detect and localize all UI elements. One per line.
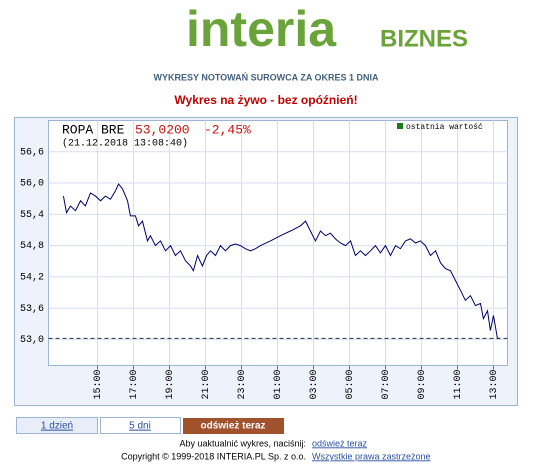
plot-area <box>48 120 508 366</box>
x-tick-label: 05:00 <box>345 370 356 400</box>
price: 53,0200 <box>135 122 190 137</box>
legend-label: ostatnia wartość <box>406 123 483 132</box>
y-tick-label: 53,6 <box>20 304 44 315</box>
refresh-button[interactable] <box>183 418 284 434</box>
rights-link[interactable]: Wszystkie prawa zastrzeżone <box>312 451 431 461</box>
y-tick-label: 55,4 <box>20 210 44 221</box>
y-tick-label: 53,0 <box>20 335 44 346</box>
timestamp: (21.12.2018 13:08:40) <box>62 138 188 150</box>
y-tick-label: 54,2 <box>20 273 44 284</box>
x-tick-label: 15:00 <box>93 370 104 400</box>
x-tick-label: 09:00 <box>417 370 428 400</box>
refresh-link[interactable]: odśwież teraz <box>312 438 368 448</box>
x-tick-label: 11:00 <box>453 370 464 400</box>
refresh-prompt: Aby uaktualnić wykres, naciśnij: <box>179 438 306 448</box>
x-tick-label: 13:00 <box>489 370 500 400</box>
x-tick-label: 17:00 <box>129 370 140 400</box>
chart-title: ROPA BRE <box>62 122 125 137</box>
legend-swatch <box>397 123 403 129</box>
x-tick-label: 19:00 <box>165 370 176 400</box>
tab[interactable] <box>16 417 98 434</box>
logo-sub: BIZNES <box>380 25 468 52</box>
tab-label[interactable]: 5 dni <box>129 421 151 432</box>
logo-main: interia <box>186 1 337 57</box>
x-tick-label: 01:00 <box>273 370 284 400</box>
heading: WYKRESY NOTOWAŃ SUROWCA ZA OKRES 1 DNIA <box>153 72 379 82</box>
price-line <box>62 183 501 339</box>
y-tick-label: 56,6 <box>20 147 44 158</box>
x-tick-label: 23:00 <box>237 370 248 400</box>
x-tick-label: 21:00 <box>201 370 212 400</box>
change: -2,45% <box>204 122 251 137</box>
y-tick-label: 56,0 <box>20 179 44 190</box>
refresh-button-label[interactable]: odśwież teraz <box>200 421 265 432</box>
x-tick-label: 07:00 <box>381 370 392 400</box>
y-tick-label: 54,8 <box>20 241 44 252</box>
x-tick-label: 03:00 <box>309 370 320 400</box>
subheading: Wykres na żywo - bez opóźnień! <box>174 93 357 107</box>
tab-label[interactable]: 1 dzień <box>41 421 73 432</box>
copyright: Copyright © 1999-2018 INTERIA.PL Sp. z o… <box>121 451 306 461</box>
tab[interactable] <box>100 417 181 434</box>
